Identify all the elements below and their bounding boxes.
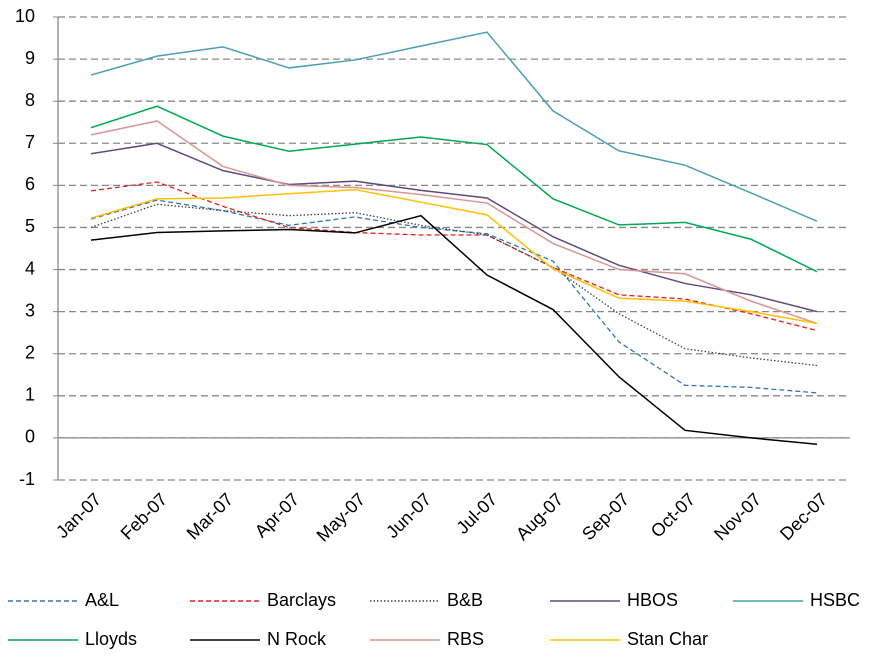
legend-label: N Rock [267,629,327,649]
x-tick-label: Mar-07 [183,489,237,543]
legend-label: Stan Char [627,629,708,649]
y-tick-label: 6 [25,174,35,194]
x-tick-label: Jul-07 [452,489,501,538]
series-line [90,31,818,222]
y-tick-label: 2 [25,342,35,362]
series-line [90,105,818,273]
y-tick-label: 9 [25,48,35,68]
legend-label: B&B [447,590,483,610]
series-line [90,199,818,394]
x-tick-label: Sep-07 [578,489,633,544]
x-tick-label: Aug-07 [512,489,567,544]
legend-label: HSBC [810,590,860,610]
y-tick-label: 7 [25,132,35,152]
x-tick-label: Oct-07 [647,489,699,541]
y-tick-label: 5 [25,216,35,236]
x-tick-label: Feb-07 [117,489,171,543]
x-tick-label: Jun-07 [382,489,435,542]
legend-label: Barclays [267,590,336,610]
y-tick-label: 1 [25,385,35,405]
series-line [90,214,818,445]
y-tick-label: 0 [25,427,35,447]
x-tick-label: Nov-07 [710,489,765,544]
legend-label: Lloyds [85,629,137,649]
series-line [90,181,818,332]
legend-label: HBOS [627,590,678,610]
y-tick-label: 8 [25,90,35,110]
legend-label: A&L [85,590,119,610]
series-line [90,188,818,325]
x-tick-label: Dec-07 [776,489,831,544]
y-tick-label: -1 [19,469,35,489]
legend-label: RBS [447,629,484,649]
series-line [90,120,818,325]
y-tick-label: 3 [25,300,35,320]
x-tick-label: Apr-07 [251,489,303,541]
y-tick-label: 4 [25,258,35,278]
x-tick-label: May-07 [313,489,370,546]
series-line [90,142,818,313]
y-tick-label: 10 [15,6,35,26]
x-tick-label: Jan-07 [52,489,105,542]
